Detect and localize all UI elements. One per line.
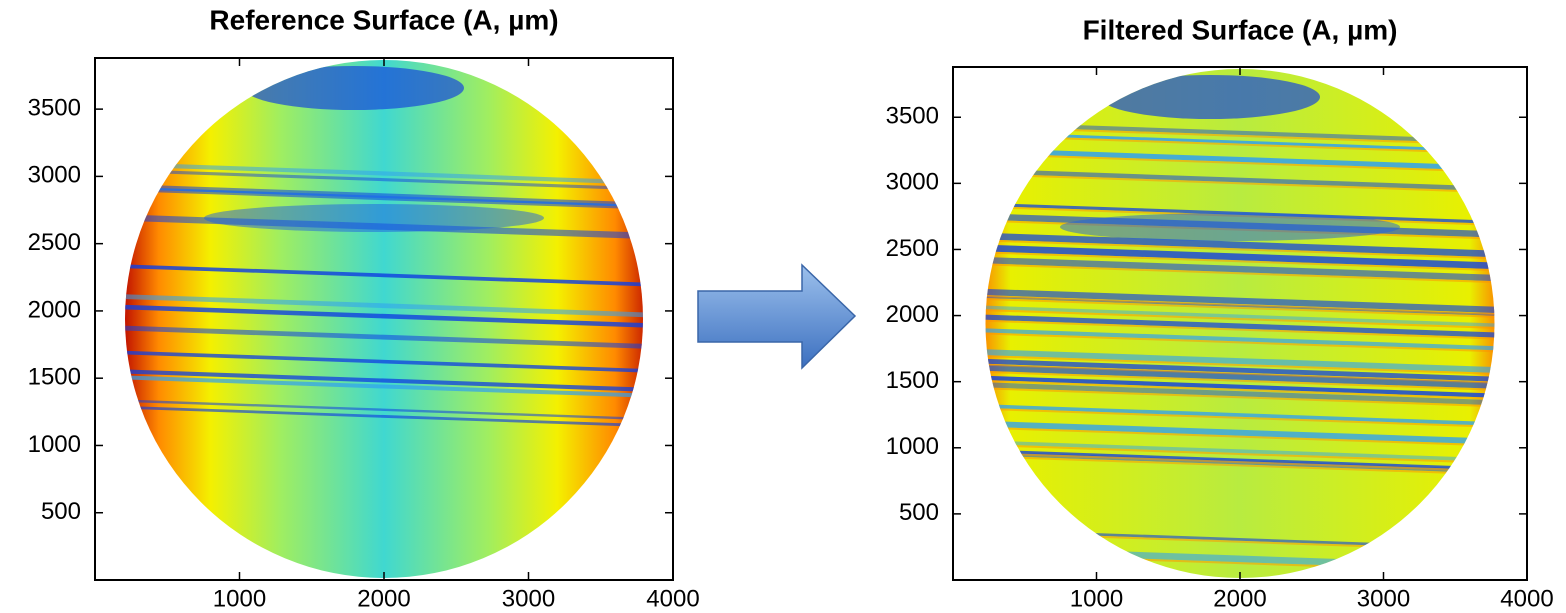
streak	[125, 161, 643, 186]
streak-edge	[985, 369, 1495, 392]
x-tick-label: 2000	[357, 585, 410, 612]
streak	[985, 327, 1495, 352]
x-tick-label: 1000	[213, 585, 266, 612]
streak	[985, 130, 1495, 154]
streak	[985, 255, 1495, 283]
streak	[985, 357, 1495, 383]
streak	[985, 120, 1495, 145]
streak	[985, 348, 1495, 374]
y-tick-label: 3500	[886, 103, 939, 130]
streak-edge	[985, 262, 1495, 285]
streak-edge	[985, 331, 1495, 354]
streak	[125, 404, 643, 428]
streak-edge	[985, 454, 1495, 477]
streak-edge	[985, 353, 1495, 376]
y-tick-label: 3000	[886, 169, 939, 196]
streak	[985, 403, 1495, 427]
arrow	[697, 263, 857, 370]
surface-image	[985, 69, 1495, 578]
streak	[985, 304, 1495, 328]
streak	[125, 368, 643, 393]
surface-image	[125, 60, 643, 578]
streak	[985, 439, 1495, 464]
x-tick-label: 1000	[1070, 585, 1123, 612]
streak-edge	[985, 124, 1495, 147]
streak-edge	[985, 238, 1495, 261]
streak-edge	[985, 151, 1495, 174]
streak	[985, 419, 1495, 446]
streak-edge	[985, 425, 1495, 448]
y-tick-label: 3500	[28, 94, 81, 121]
blue-patch	[204, 204, 544, 232]
y-tick-label: 2500	[886, 235, 939, 262]
x-tick-label: 4000	[646, 585, 699, 612]
blue-patch	[244, 66, 464, 110]
x-tick-label: 3000	[502, 585, 555, 612]
x-tick-label: 4000	[1500, 585, 1553, 612]
streak-edge	[985, 172, 1495, 195]
streak	[985, 363, 1495, 390]
x-tick-label: 2000	[1213, 585, 1266, 612]
streak-edge	[985, 386, 1495, 409]
streak	[985, 448, 1495, 472]
streak	[125, 349, 643, 374]
streak	[125, 324, 643, 350]
streak	[125, 374, 643, 399]
y-tick-label: 1000	[28, 431, 81, 458]
streak	[985, 146, 1495, 172]
streak	[125, 303, 643, 329]
y-tick-label: 1000	[886, 433, 939, 460]
streak-edge	[985, 362, 1495, 385]
streak-edge	[985, 296, 1495, 319]
streak	[985, 231, 1495, 259]
streak-edge	[985, 378, 1495, 401]
blue-patch	[1100, 75, 1320, 119]
streak	[125, 293, 643, 319]
streak-edge	[985, 133, 1495, 156]
streak	[125, 398, 643, 422]
streak	[985, 243, 1495, 271]
y-tick-label: 1500	[886, 367, 939, 394]
y-tick-label: 1500	[28, 364, 81, 391]
streak-edge	[985, 294, 1495, 317]
streak	[125, 263, 643, 288]
y-tick-label: 2500	[28, 229, 81, 256]
streak	[985, 167, 1495, 193]
x-tick-label: 3000	[1357, 585, 1410, 612]
streak	[985, 381, 1495, 407]
chart-title: Filtered Surface (A, µm)	[1083, 14, 1398, 45]
streak	[125, 183, 643, 211]
y-tick-label: 2000	[886, 301, 939, 328]
streak-edge	[985, 451, 1495, 474]
y-tick-label: 500	[899, 499, 939, 526]
streak-edge	[985, 318, 1495, 341]
streak-edge	[985, 442, 1495, 466]
chart-title: Reference Surface (A, µm)	[209, 4, 558, 35]
streak-edge	[985, 250, 1495, 273]
y-tick-label: 2000	[28, 296, 81, 323]
y-tick-label: 3000	[28, 162, 81, 189]
surface-base	[125, 60, 643, 578]
streak	[985, 287, 1495, 315]
streak	[125, 168, 643, 192]
streak-edge	[985, 307, 1495, 330]
streak-edge	[985, 406, 1495, 429]
streak	[985, 313, 1495, 339]
streak	[985, 374, 1495, 399]
y-tick-label: 500	[41, 498, 81, 525]
blue-patch	[1060, 213, 1400, 241]
